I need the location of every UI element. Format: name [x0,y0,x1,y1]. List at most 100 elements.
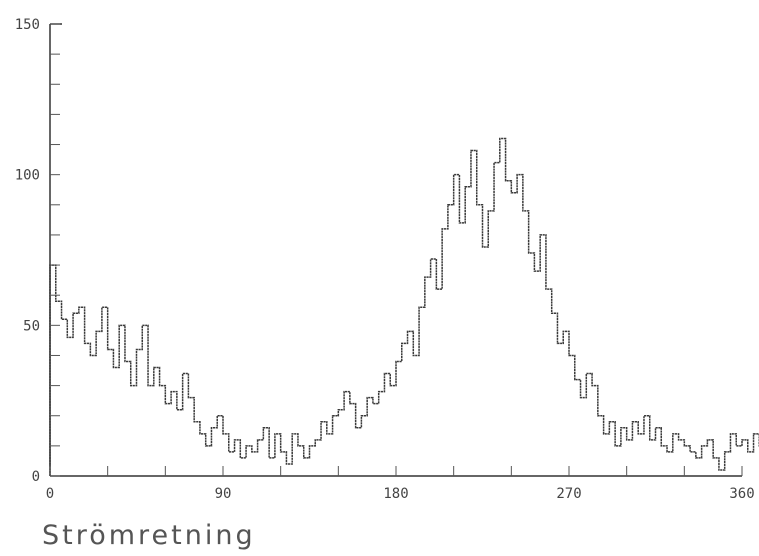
histogram-bin [523,211,529,476]
histogram-bin [96,331,102,476]
histogram-bin [292,434,298,476]
histogram-bin [131,386,137,476]
histogram-bin [707,440,713,476]
histogram-bin [90,355,96,476]
histogram-bin [384,374,390,476]
histogram-bin [275,434,281,476]
histogram-bin [454,175,460,476]
histogram-bin [529,253,535,476]
histogram-bin [673,434,679,476]
histogram-bin [494,163,500,476]
histogram-bin [500,139,506,476]
histogram-bin [627,440,633,476]
histogram-bin [67,337,73,476]
histogram-bin [465,187,471,476]
x-tick-label: 360 [729,486,754,502]
histogram-bin [725,452,731,476]
axes [49,23,743,477]
x-tick-label: 270 [556,486,581,502]
histogram-bin [506,181,512,476]
histogram-bin [431,259,437,476]
histogram-bin [200,434,206,476]
histogram-bin [73,313,79,476]
histogram-bin [604,434,610,476]
histogram-bin [408,331,414,476]
histogram-bin [483,247,489,476]
histogram-bin [108,349,114,476]
histogram-bin [379,392,385,476]
x-tick-label: 180 [383,486,408,502]
histogram-outline [49,137,759,476]
histogram-bin [713,458,719,476]
histogram-bin [286,464,292,476]
histogram-bin [459,223,465,476]
histogram-bin [333,416,339,476]
histogram-bin [436,289,442,476]
histogram-bin [679,440,685,476]
histogram-bin [413,355,419,476]
y-tick-label: 50 [23,318,40,334]
histogram-bin [736,446,742,476]
histogram-bin [442,229,448,476]
histogram-bin [586,374,592,476]
histogram-bin [569,355,575,476]
histogram-bin [113,368,119,476]
histogram-bin [448,205,454,476]
tick-labels: 0 50 100 150 0 90 180 270 360 [15,17,755,502]
histogram-bin [592,386,598,476]
histogram-bin [188,398,194,476]
histogram-bin [546,289,552,476]
histogram-bin [62,319,68,476]
histogram-bin [310,446,316,476]
histogram-bin [148,386,154,476]
y-tick-label: 100 [15,168,40,184]
histogram-bin [304,458,310,476]
histogram-bin [598,416,604,476]
histogram-bin [754,434,759,476]
histogram-bin [194,422,200,476]
histogram-bin [85,343,91,476]
histogram-bin [609,422,615,476]
histogram-bin [667,452,673,476]
histogram-bin [258,440,264,476]
y-tick-label: 150 [15,17,40,33]
histogram-bin [356,428,362,476]
x-tick-label: 90 [215,486,232,502]
histogram-bin [79,307,85,476]
histogram-bin [338,410,344,476]
histogram-bin [50,265,56,476]
histogram-bin [702,446,708,476]
histogram-bin [183,374,189,476]
histogram-bin [56,301,62,476]
histogram-bin [511,193,517,476]
histogram-bin [327,434,333,476]
histogram-bin [298,446,304,476]
histogram-bin [615,446,621,476]
histogram-bin [229,452,235,476]
histogram-bin [742,440,748,476]
histogram-bin [540,235,546,476]
histogram-bin [488,211,494,476]
histogram-bin [425,277,431,476]
histogram-bin [269,458,275,476]
histogram-bin [281,452,287,476]
histogram-bin [119,325,125,476]
histogram-bin [240,458,246,476]
histogram-bin [684,446,690,476]
histogram-bin [719,470,725,476]
histogram-bin [321,422,327,476]
histogram-bin [557,343,563,476]
histogram-bin [217,416,223,476]
histogram-bin [142,325,148,476]
histogram-bin [534,271,540,476]
histogram-bin [517,175,523,476]
histogram-bin [661,446,667,476]
histogram-bin [235,440,241,476]
histogram-bin [696,458,702,476]
histogram-bin [638,434,644,476]
histogram-bin [160,386,166,476]
histogram-bin [344,392,350,476]
histogram-bin [206,446,212,476]
histogram-bin [390,386,396,476]
